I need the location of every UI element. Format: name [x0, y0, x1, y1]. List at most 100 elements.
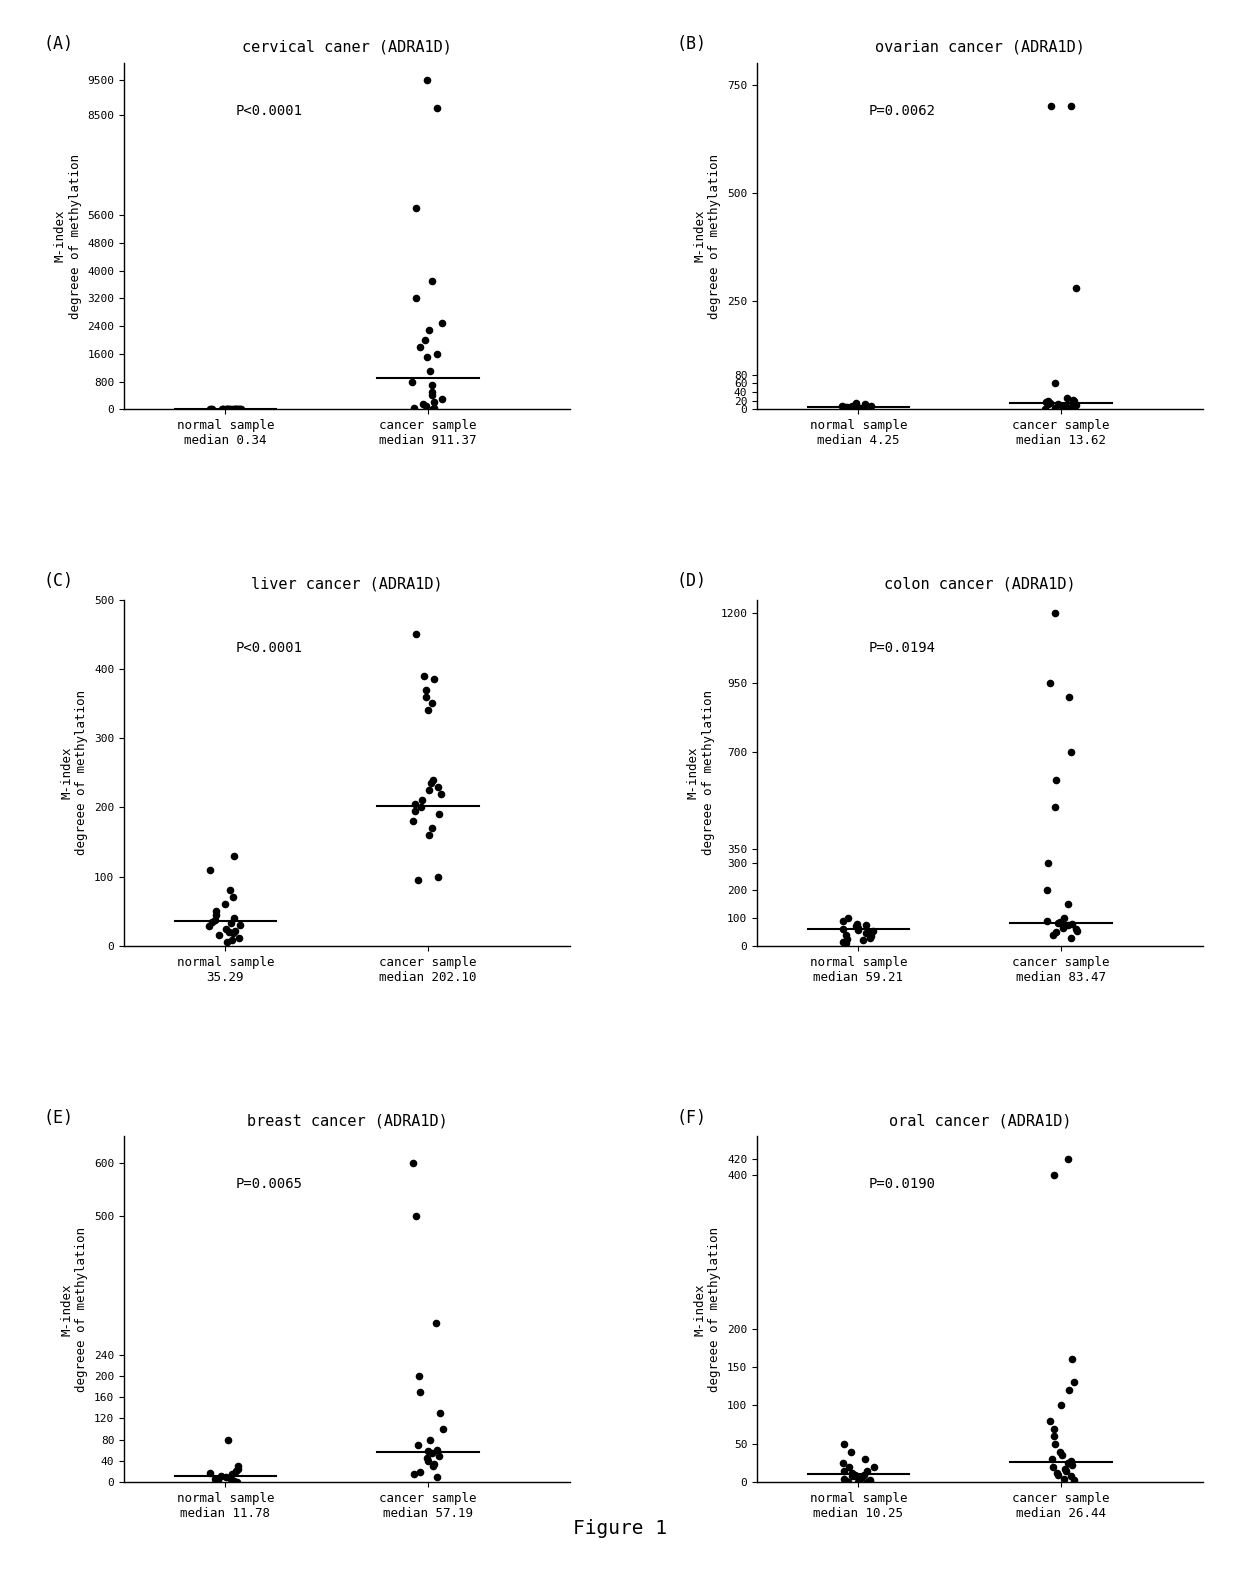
Point	[842, 1438, 862, 1463]
Point	[219, 878, 239, 904]
Point	[417, 68, 436, 93]
Text: (B): (B)	[677, 35, 707, 54]
Point	[1045, 1432, 1065, 1457]
Point	[1044, 1454, 1064, 1479]
Text: P=0.0065: P=0.0065	[236, 1176, 303, 1191]
Point	[1060, 924, 1080, 949]
Point	[419, 777, 439, 803]
Point	[1058, 891, 1078, 916]
Point	[433, 311, 453, 336]
Point	[1044, 1424, 1064, 1449]
Point	[1061, 1463, 1081, 1489]
Point	[1066, 393, 1086, 418]
Point	[1058, 1146, 1078, 1172]
Point	[222, 1462, 242, 1487]
Point	[1059, 1377, 1079, 1402]
Point	[1052, 1392, 1071, 1418]
Point	[217, 397, 237, 423]
Point	[837, 1468, 857, 1493]
Text: (D): (D)	[677, 572, 707, 590]
Point	[226, 397, 246, 423]
Point	[427, 96, 446, 121]
Point	[217, 397, 237, 423]
Point	[1045, 396, 1065, 421]
Point	[415, 328, 435, 353]
Point	[417, 1446, 436, 1471]
Point	[1040, 390, 1060, 415]
Point	[207, 899, 227, 924]
Point	[229, 397, 249, 423]
Point	[853, 927, 873, 953]
Point	[226, 1459, 246, 1484]
Point	[1058, 386, 1078, 412]
Point	[1056, 1459, 1076, 1484]
Point	[1048, 1462, 1068, 1487]
Point	[228, 1454, 248, 1479]
Point	[837, 926, 857, 951]
Point	[419, 317, 439, 342]
Title: breast cancer (ADRA1D): breast cancer (ADRA1D)	[247, 1113, 448, 1128]
Point	[1053, 1443, 1073, 1468]
Point	[856, 1446, 875, 1471]
Point	[403, 809, 423, 834]
Point	[202, 397, 222, 423]
Point	[221, 1465, 241, 1490]
Text: (C): (C)	[43, 572, 73, 590]
Point	[217, 930, 237, 956]
Point	[429, 801, 449, 826]
Title: colon cancer (ADRA1D): colon cancer (ADRA1D)	[884, 577, 1076, 591]
Point	[1063, 912, 1083, 937]
Point	[838, 394, 858, 419]
Point	[854, 394, 874, 419]
Point	[1037, 908, 1056, 934]
Point	[838, 905, 858, 930]
Point	[424, 396, 444, 421]
Point	[228, 397, 248, 423]
Point	[404, 792, 424, 817]
Point	[856, 921, 875, 946]
Y-axis label: M-index
degreee of methylation: M-index degreee of methylation	[687, 691, 714, 855]
Point	[222, 1468, 242, 1493]
Point	[424, 390, 444, 415]
Point	[221, 397, 241, 423]
Point	[428, 774, 448, 800]
Point	[1063, 1347, 1083, 1372]
Point	[423, 268, 443, 293]
Point	[1045, 601, 1065, 626]
Point	[1065, 916, 1085, 941]
Point	[846, 913, 866, 938]
Text: P=0.0194: P=0.0194	[868, 640, 935, 654]
Point	[227, 1470, 247, 1495]
Point	[1058, 394, 1078, 419]
Text: (F): (F)	[677, 1109, 707, 1126]
Point	[1064, 388, 1084, 413]
Point	[218, 397, 238, 423]
Point	[861, 1468, 880, 1493]
Point	[206, 902, 226, 927]
Point	[226, 918, 246, 943]
Point	[846, 1463, 866, 1489]
Point	[427, 1465, 446, 1490]
Point	[1064, 1468, 1084, 1493]
Point	[216, 916, 236, 941]
Title: ovarian cancer (ADRA1D): ovarian cancer (ADRA1D)	[875, 39, 1085, 55]
Point	[1050, 1438, 1070, 1463]
Point	[403, 1150, 423, 1175]
Point	[403, 369, 423, 394]
Point	[410, 1459, 430, 1484]
Point	[422, 771, 441, 796]
Point	[848, 915, 868, 940]
Point	[842, 1463, 862, 1489]
Point	[404, 396, 424, 421]
Point	[429, 1400, 449, 1426]
Point	[861, 1470, 880, 1495]
Point	[1040, 670, 1060, 695]
Point	[1053, 915, 1073, 940]
Point	[833, 1451, 853, 1476]
Point	[836, 930, 856, 956]
Point	[222, 910, 242, 935]
Text: Figure 1: Figure 1	[573, 1519, 667, 1538]
Point	[856, 913, 875, 938]
Point	[414, 664, 434, 689]
Point	[419, 823, 439, 848]
